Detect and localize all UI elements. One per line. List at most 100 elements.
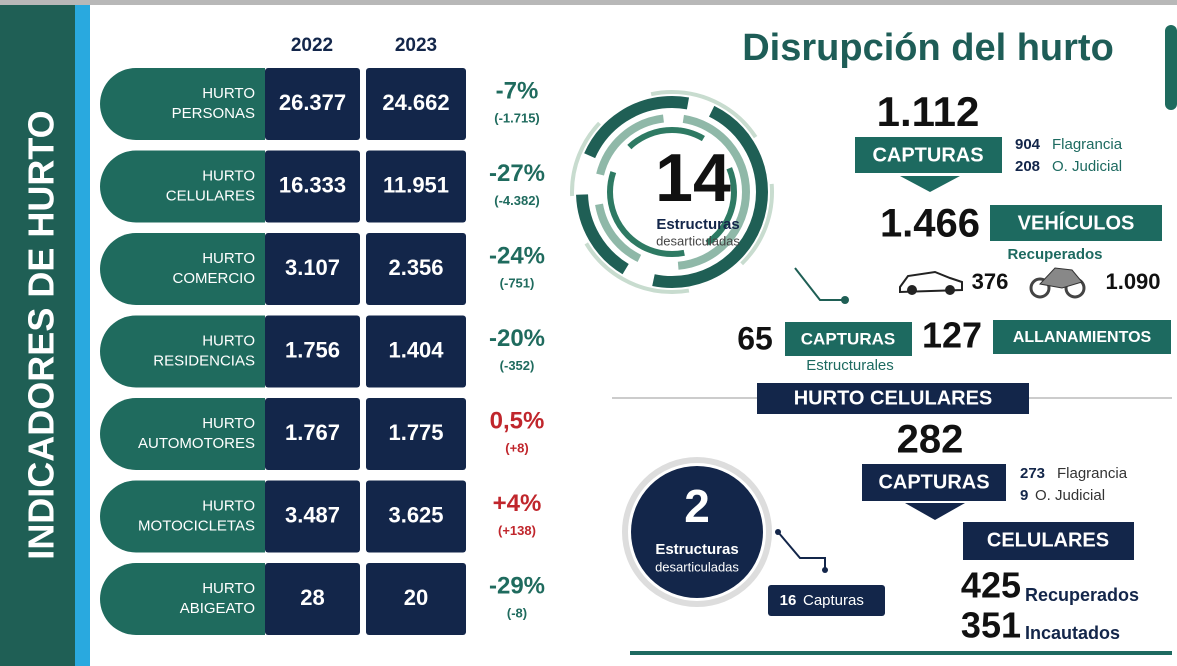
count: 376 <box>972 269 1009 294</box>
value: 3.107 <box>285 255 340 280</box>
count: 904 <box>1015 136 1041 153</box>
label: CELULARES <box>987 529 1109 551</box>
value-cell <box>265 315 360 388</box>
label-box <box>757 383 1029 414</box>
change-diff: (-4.382) <box>494 193 540 208</box>
label: Flagrancia <box>1057 465 1128 482</box>
value: 26.377 <box>279 90 346 115</box>
motorcycle-icon <box>1029 267 1086 299</box>
big-number: 1.466 <box>880 202 980 246</box>
table-row: HURTO CELULARES 16.333 11.951 -27% (-4.382) <box>100 150 545 223</box>
big-number: 127 <box>922 315 982 356</box>
label-box <box>768 585 885 616</box>
label: Estructurales <box>806 357 894 374</box>
label: desarticuladas <box>655 559 739 574</box>
column-header: 2023 <box>395 35 437 56</box>
count: 208 <box>1015 158 1040 175</box>
label: VEHÍCULOS <box>1018 211 1135 234</box>
change: 0,5% <box>490 407 545 434</box>
label-box <box>855 137 1002 173</box>
value: 11.951 <box>383 172 449 197</box>
label: Estructuras <box>656 216 739 233</box>
label: Flagrancia <box>1052 136 1123 153</box>
value-cell <box>366 68 466 140</box>
row-label: HURTO <box>202 85 255 102</box>
change: -27% <box>489 160 545 187</box>
connector <box>777 531 826 570</box>
row-label: RESIDENCIAS <box>153 352 255 369</box>
row-label: HURTO <box>202 250 255 267</box>
value: 1.775 <box>388 420 443 445</box>
count: 9 <box>1020 487 1028 504</box>
ring <box>576 96 768 288</box>
ring-graphic <box>570 90 849 304</box>
arrow <box>900 176 960 192</box>
change: +4% <box>493 490 542 517</box>
label-box <box>785 322 912 356</box>
row-label: HURTO <box>202 580 255 597</box>
ring <box>570 90 774 294</box>
value-cell <box>265 68 360 140</box>
big-number: 282 <box>897 418 964 462</box>
corner-tab <box>1165 25 1177 110</box>
value-cell <box>366 563 466 635</box>
row-pill <box>100 68 265 140</box>
label: Capturas <box>803 592 864 609</box>
big-number: 2 <box>684 480 710 532</box>
change: -24% <box>489 242 545 269</box>
row-label: HURTO <box>202 167 255 184</box>
value-cell <box>265 480 360 553</box>
ring <box>594 114 750 270</box>
value: 2.356 <box>388 255 443 280</box>
change-diff: (-751) <box>500 275 535 290</box>
label: desarticuladas <box>656 233 740 248</box>
count: 273 <box>1020 465 1045 482</box>
row-pill <box>100 398 265 470</box>
big-number: 351 <box>961 605 1021 646</box>
section-title: Disrupción del hurto <box>742 27 1114 69</box>
circle <box>631 466 763 598</box>
connector-dot <box>822 567 828 573</box>
value: 3.625 <box>388 502 443 527</box>
row-label: HURTO <box>202 497 255 514</box>
label-box <box>993 320 1171 354</box>
car-icon <box>899 270 963 295</box>
change: -7% <box>496 77 539 104</box>
label: O. Judicial <box>1035 487 1105 504</box>
label: Recuperados <box>1007 246 1102 263</box>
value-cell <box>366 398 466 470</box>
bottom-rule <box>630 651 1172 655</box>
label-box <box>862 464 1006 501</box>
big-number: 14 <box>655 140 731 216</box>
column-header: 2022 <box>291 35 333 56</box>
table-row: HURTO RESIDENCIAS 1.756 1.404 -20% (-352) <box>100 315 545 388</box>
row-pill <box>100 233 265 305</box>
connector-dot <box>841 296 849 304</box>
sidebar-stripe <box>75 5 90 666</box>
value: 1.767 <box>285 420 340 445</box>
value: 1.756 <box>285 337 340 362</box>
table: 2022 2023 HURTO PERSONAS 26.377 24.662 -7% (-… <box>100 35 545 635</box>
value-cell <box>265 150 360 223</box>
label: Incautados <box>1025 623 1120 643</box>
value: 1.404 <box>388 337 444 362</box>
row-pill <box>100 480 266 553</box>
row-label: PERSONAS <box>172 105 255 122</box>
change-diff: (-352) <box>500 358 535 373</box>
change-diff: (+138) <box>498 523 536 538</box>
change-diff: (-1.715) <box>494 110 540 125</box>
table-row: HURTO COMERCIO 3.107 2.356 -24% (-751) <box>100 233 545 305</box>
label: Estructuras <box>655 541 738 558</box>
row-pill <box>100 315 266 388</box>
value-cell <box>265 398 360 470</box>
value: 28 <box>300 585 324 610</box>
row-label: AUTOMOTORES <box>138 435 255 452</box>
change: -20% <box>489 325 545 352</box>
value-cell <box>366 150 466 223</box>
label: CAPTURAS <box>878 471 989 493</box>
label-box <box>990 205 1162 241</box>
row-label: HURTO <box>202 332 255 349</box>
arrow <box>905 503 965 520</box>
value-cell <box>265 563 360 635</box>
